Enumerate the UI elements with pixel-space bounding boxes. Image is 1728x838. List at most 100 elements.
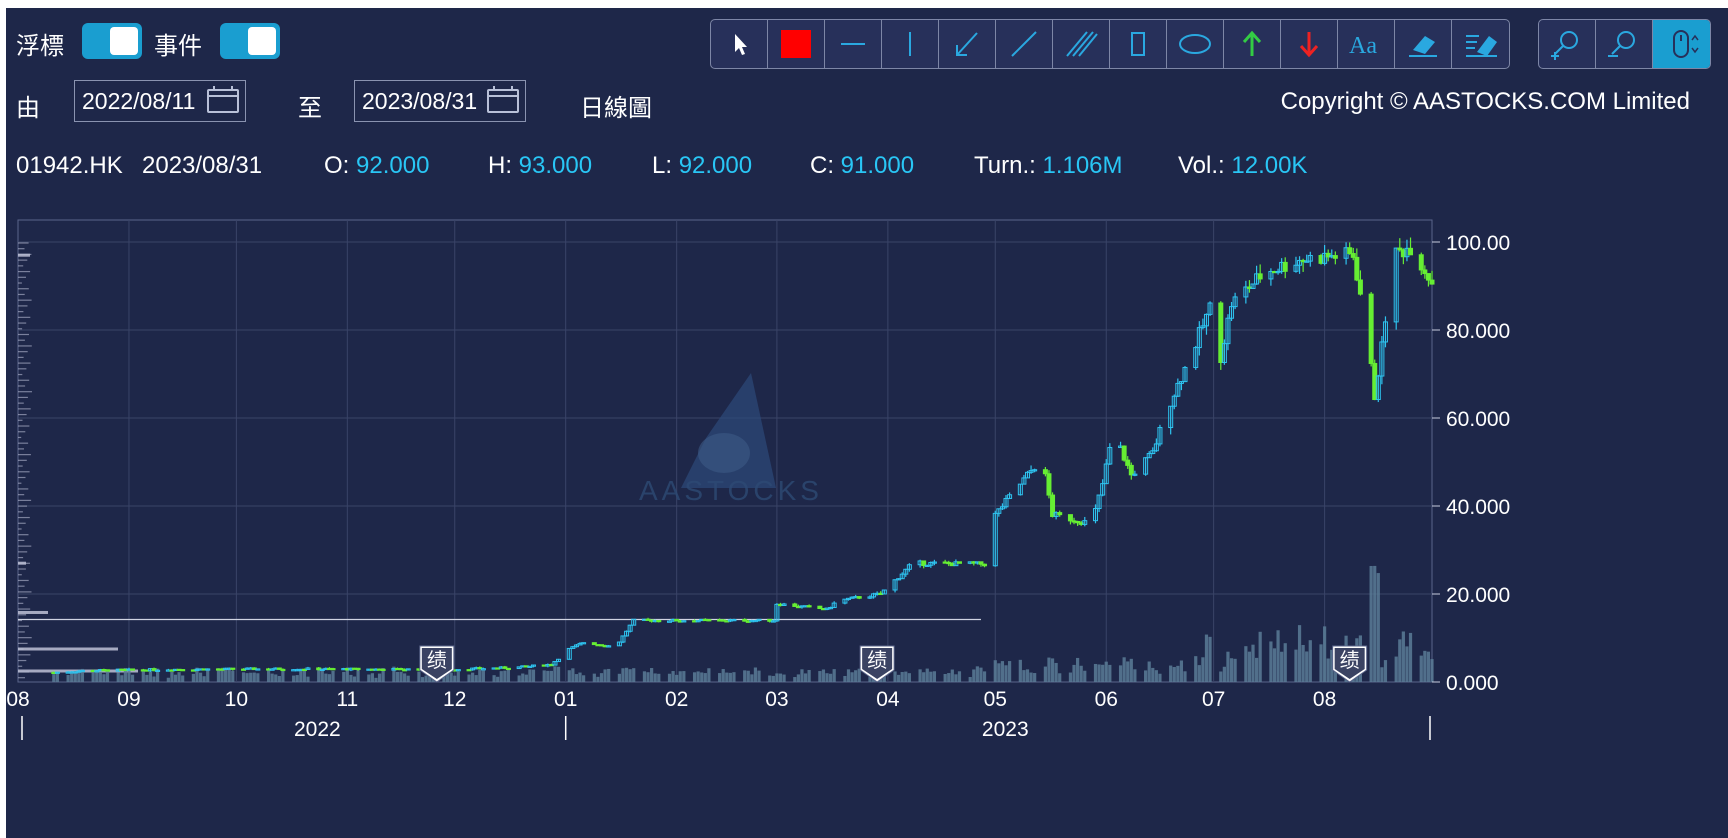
candle-body xyxy=(982,563,988,567)
x-tick-label: 03 xyxy=(765,688,788,711)
profile-bar xyxy=(18,408,31,410)
profile-bar xyxy=(18,659,27,662)
candle-body xyxy=(1096,494,1102,510)
calendar-icon[interactable] xyxy=(207,86,239,113)
to-date-value: 2023/08/31 xyxy=(362,88,478,114)
text-icon[interactable]: Aa xyxy=(1338,20,1395,68)
candle-body xyxy=(1393,247,1399,323)
calendar-icon[interactable] xyxy=(487,86,519,113)
volume-bar xyxy=(456,671,460,682)
profile-bar xyxy=(18,431,26,433)
volume-bar xyxy=(245,673,249,682)
low-label: L: xyxy=(652,152,673,179)
volume-bar xyxy=(356,669,360,682)
candle-body xyxy=(706,619,712,622)
down-arrow-icon[interactable] xyxy=(1281,20,1338,68)
color-swatch[interactable] xyxy=(768,20,825,68)
candle-body xyxy=(1229,306,1235,319)
candle-body xyxy=(846,597,852,601)
candle-body xyxy=(1368,293,1374,364)
arrow-line-icon[interactable] xyxy=(939,20,996,68)
float-toggle[interactable] xyxy=(82,23,142,59)
volume-bar xyxy=(1219,671,1223,682)
profile-bar xyxy=(18,276,26,278)
volume-bar xyxy=(678,671,682,682)
to-date-field[interactable]: 2023/08/31 xyxy=(354,80,526,122)
profile-bar xyxy=(18,305,28,307)
eraser-icon[interactable] xyxy=(1395,20,1452,68)
trend-line-icon[interactable] xyxy=(996,20,1053,68)
volume-bar xyxy=(1133,669,1137,682)
parallel-lines-icon[interactable] xyxy=(1053,20,1110,68)
volume-bar xyxy=(1007,661,1012,682)
volume-bar xyxy=(471,672,475,682)
candle-body xyxy=(573,644,579,648)
candle-body xyxy=(355,667,361,671)
event-toggle[interactable] xyxy=(220,23,280,59)
volume-bar xyxy=(692,672,697,682)
volume-bar xyxy=(707,668,711,682)
horizontal-line-icon[interactable] xyxy=(825,20,882,68)
candle-body xyxy=(1332,255,1338,259)
volume-bar xyxy=(1022,670,1026,682)
volume-bar xyxy=(1226,651,1230,682)
volume-bar xyxy=(1244,646,1248,682)
profile-bar xyxy=(18,608,31,610)
clear-all-icon[interactable] xyxy=(1452,20,1509,68)
ellipse-icon[interactable] xyxy=(1167,20,1224,68)
vertical-line-icon[interactable] xyxy=(882,20,939,68)
rectangle-icon[interactable] xyxy=(1110,20,1167,68)
candle-body xyxy=(1182,366,1188,383)
volume-bar xyxy=(950,669,954,682)
volume-bar xyxy=(127,669,131,682)
volume-bar xyxy=(481,669,485,682)
profile-bar xyxy=(18,539,25,542)
volume-bar xyxy=(897,674,901,682)
y-tick-label: 100.00 xyxy=(1446,232,1510,255)
volume-bar xyxy=(1197,665,1201,682)
volume-bar xyxy=(1097,664,1101,682)
x-tick-label: 02 xyxy=(665,688,688,711)
volume-bar xyxy=(907,673,911,682)
volume-bar xyxy=(148,671,153,682)
volume-bar xyxy=(1050,658,1055,682)
zoom-in-icon[interactable] xyxy=(1539,20,1596,68)
candle-body xyxy=(899,573,905,580)
candle-body xyxy=(770,620,776,623)
volume-bar xyxy=(549,670,553,682)
event-marker-label: 绩 xyxy=(867,648,887,672)
volume-bar xyxy=(1083,670,1087,682)
up-arrow-icon[interactable] xyxy=(1224,20,1281,68)
profile-bar xyxy=(18,610,48,614)
zoom-out-icon[interactable] xyxy=(1596,20,1653,68)
mouse-scroll-icon[interactable] xyxy=(1653,20,1710,68)
profile-bar xyxy=(18,448,24,450)
close-value: 91.000 xyxy=(840,152,915,179)
volume-bar xyxy=(624,667,629,682)
volume-bar xyxy=(467,674,471,682)
profile-bar xyxy=(18,253,30,257)
profile-bar xyxy=(18,328,23,330)
volume-bar xyxy=(1380,667,1384,682)
volume-bar xyxy=(947,673,951,682)
volume-bar xyxy=(1033,673,1037,682)
cursor-icon[interactable] xyxy=(711,20,768,68)
volume-bar xyxy=(1176,665,1180,682)
profile-bar xyxy=(18,379,30,381)
watermark: AASTOCKS xyxy=(639,373,819,506)
x-tick-label: 12 xyxy=(443,688,466,711)
volume-bar xyxy=(571,668,575,682)
from-date-field[interactable]: 2022/08/11 xyxy=(74,80,246,122)
volume-bar xyxy=(1169,665,1173,682)
volume-bar xyxy=(775,673,779,682)
price-chart[interactable]: AASTOCKS 绩 绩 绩 0.000 20.000 40.000 60.000 80.0… xyxy=(6,208,1728,838)
candle-body xyxy=(681,620,687,623)
candle-body xyxy=(1125,459,1131,466)
volume-bar xyxy=(1319,644,1323,682)
volume-bar xyxy=(1101,664,1105,682)
volume-bar xyxy=(277,676,281,682)
candle-body xyxy=(1093,508,1099,522)
volume-bar xyxy=(682,671,686,682)
candle-body xyxy=(1397,247,1403,251)
volume-bar xyxy=(968,677,972,682)
